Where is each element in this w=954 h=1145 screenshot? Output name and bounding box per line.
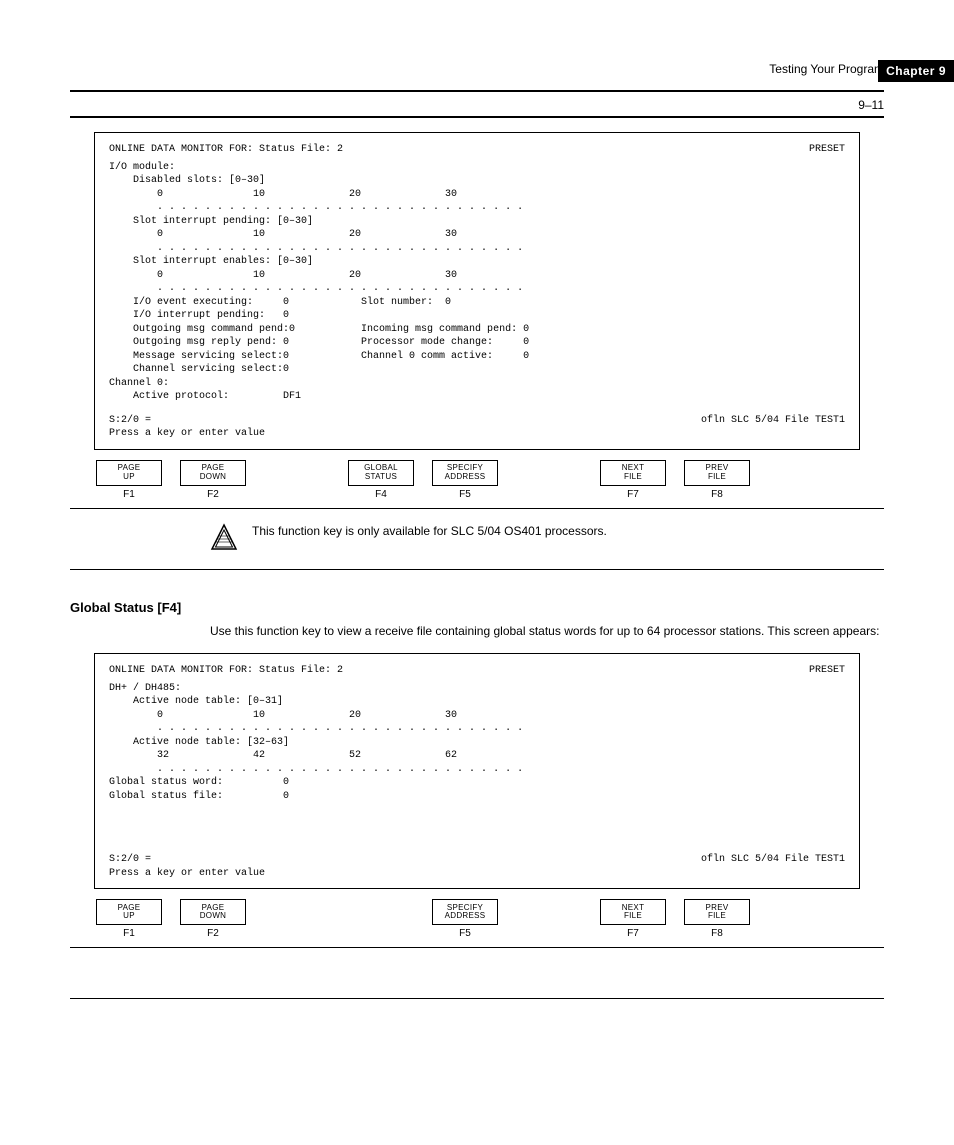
fkey-box: NEXTFILE xyxy=(600,899,666,925)
header-rule-bottom xyxy=(70,116,884,118)
scr2-title-left: ONLINE DATA MONITOR FOR: Status File: 2 xyxy=(109,664,343,678)
fkey-f1[interactable]: PAGEUP F1 xyxy=(96,460,162,500)
fkey-f5[interactable]: SPECIFYADDRESS F5 xyxy=(432,899,498,939)
fkey-box: GLOBALSTATUS xyxy=(348,460,414,486)
fkey-label-bot: ADDRESS xyxy=(445,473,486,482)
fkey-label-bot: UP xyxy=(123,473,135,482)
fkey-f2[interactable]: PAGEDOWN F2 xyxy=(180,460,246,500)
fkey-spacer xyxy=(348,899,414,939)
footer-rule xyxy=(70,998,884,999)
fkey-box: PAGEDOWN xyxy=(180,899,246,925)
doc-title: Testing Your Program xyxy=(769,62,884,76)
fkey-f2[interactable]: PAGEDOWN F2 xyxy=(180,899,246,939)
fkey-box: PREVFILE xyxy=(684,899,750,925)
fkey-label-bot: STATUS xyxy=(365,473,397,482)
fkey-label-bot: UP xyxy=(123,912,135,921)
scr2-title-right: PRESET xyxy=(809,664,845,678)
fkey-box: NEXTFILE xyxy=(600,460,666,486)
fkey-spacer xyxy=(264,460,330,500)
fkey-label-bot: FILE xyxy=(708,473,726,482)
fkey-box: PAGEUP xyxy=(96,460,162,486)
scr1-status-right: ofln SLC 5/04 File TEST1 xyxy=(701,414,845,428)
fkey-label-bot: FILE xyxy=(624,912,642,921)
fkey-box: PREVFILE xyxy=(684,460,750,486)
fkey-label-bot: DOWN xyxy=(200,473,227,482)
fkey-spacer xyxy=(264,899,330,939)
terminal-screenshot-1: ONLINE DATA MONITOR FOR: Status File: 2 … xyxy=(94,132,860,450)
fkey-key-label: F1 xyxy=(123,928,135,939)
note-text: This function key is only available for … xyxy=(252,523,607,539)
fkey-f8[interactable]: PREVFILE F8 xyxy=(684,460,750,500)
fkey-f7[interactable]: NEXTFILE F7 xyxy=(600,460,666,500)
fkey-key-label: F2 xyxy=(207,489,219,500)
section-rule-1 xyxy=(70,508,884,509)
fkey-f4[interactable]: GLOBALSTATUS F4 xyxy=(348,460,414,500)
scr1-cursor: S:2/0 = xyxy=(109,414,151,428)
fkey-box: PAGEDOWN xyxy=(180,460,246,486)
scr1-cmd-hint: Press a key or enter value xyxy=(109,427,845,441)
fkey-f5[interactable]: SPECIFYADDRESS F5 xyxy=(432,460,498,500)
fkey-key-label: F7 xyxy=(627,489,639,500)
global-status-heading: Global Status [F4] xyxy=(70,600,884,615)
fkey-key-label: F4 xyxy=(375,489,387,500)
fkey-label-bot: DOWN xyxy=(200,912,227,921)
fkey-key-label: F5 xyxy=(459,928,471,939)
fkey-box: SPECIFYADDRESS xyxy=(432,460,498,486)
global-status-body: Use this function key to view a receive … xyxy=(210,623,884,640)
terminal-screenshot-2: ONLINE DATA MONITOR FOR: Status File: 2 … xyxy=(94,653,860,889)
fkey-key-label: F8 xyxy=(711,489,723,500)
scr2-body: DH+ / DH485: Active node table: [0–31] 0… xyxy=(109,682,845,804)
page-number: 9–11 xyxy=(70,98,884,112)
scr2-cmd-hint: Press a key or enter value xyxy=(109,867,845,881)
fkey-key-label: F1 xyxy=(123,489,135,500)
scr1-title-right: PRESET xyxy=(809,143,845,157)
section-rule-2 xyxy=(70,569,884,570)
fkey-label-bot: ADDRESS xyxy=(445,912,486,921)
scr2-cursor: S:2/0 = xyxy=(109,853,151,867)
function-key-row-1: PAGEUP F1 PAGEDOWN F2 GLOBALSTATUS F4 SPECIFYA… xyxy=(96,460,858,500)
fkey-spacer xyxy=(516,899,582,939)
note-icon xyxy=(210,523,238,551)
fkey-label-bot: FILE xyxy=(708,912,726,921)
fkey-key-label: F5 xyxy=(459,489,471,500)
fkey-spacer xyxy=(516,460,582,500)
scr1-title-left: ONLINE DATA MONITOR FOR: Status File: 2 xyxy=(109,143,343,157)
fkey-key-label: F8 xyxy=(711,928,723,939)
note-block: This function key is only available for … xyxy=(210,523,884,551)
fkey-f1[interactable]: PAGEUP F1 xyxy=(96,899,162,939)
function-key-row-2: PAGEUP F1 PAGEDOWN F2 SPECIFYADDRESS F5 NEXTFI… xyxy=(96,899,858,939)
fkey-f8[interactable]: PREVFILE F8 xyxy=(684,899,750,939)
fkey-key-label: F7 xyxy=(627,928,639,939)
fkey-box: PAGEUP xyxy=(96,899,162,925)
scr1-body: I/O module: Disabled slots: [0–30] 0 10 … xyxy=(109,161,845,404)
fkey-box: SPECIFYADDRESS xyxy=(432,899,498,925)
fkey-label-bot: FILE xyxy=(624,473,642,482)
chapter-tab: Chapter 9 xyxy=(878,60,954,82)
fkey-f7[interactable]: NEXTFILE F7 xyxy=(600,899,666,939)
header-rule-top xyxy=(70,90,884,92)
fkey-key-label: F2 xyxy=(207,928,219,939)
scr2-status-right: ofln SLC 5/04 File TEST1 xyxy=(701,853,845,867)
